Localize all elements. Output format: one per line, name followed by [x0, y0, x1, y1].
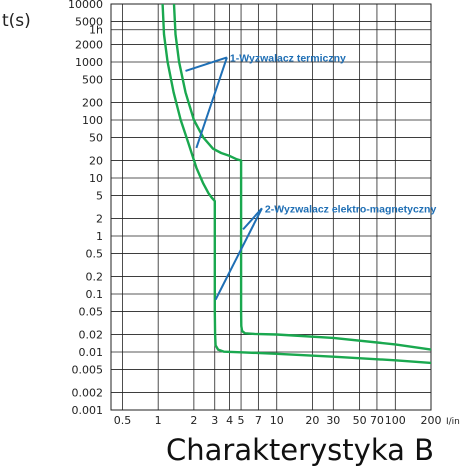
series-layer: [161, 3, 432, 365]
annotation-pointer: [195, 57, 228, 149]
annotation-label-2: 2-Wyzwalacz elektro-magnetyczny: [265, 203, 437, 215]
x-tick-label: 200: [421, 414, 442, 427]
y-tick-label: 200: [82, 97, 103, 110]
y-axis-ticks: 0.001 0.002 0.005 0.01 0.02 0.05 0.1 0.2 0.5 1 2 5 1…: [68, 0, 103, 417]
y-tick-label: 50: [89, 131, 103, 144]
y-tick-label: 0.05: [79, 305, 104, 318]
x-tick-label: 100: [385, 414, 406, 427]
y-tick-label: 5000: [75, 15, 103, 28]
x-tick-label: 3: [211, 414, 218, 427]
y-tick-label: 0.2: [86, 271, 104, 284]
y-tick-label: 0.01: [79, 346, 104, 359]
y-tick-label: 10: [89, 172, 103, 185]
x-tick-label: 50: [353, 414, 367, 427]
x-tick-label: 4: [226, 414, 233, 427]
y-tick-label: 1h: [89, 24, 103, 37]
x-tick-label: 7: [255, 414, 262, 427]
y-tick-label: 10000: [68, 0, 103, 11]
annotation-pointer: [185, 56, 228, 72]
x-tick-label: 2: [190, 414, 197, 427]
y-tick-label: 100: [82, 114, 103, 127]
annotation-pointer: [242, 207, 263, 231]
x-tick-label: 1: [155, 414, 162, 427]
y-tick-label: 1000: [75, 56, 103, 69]
y-tick-label: 0.1: [86, 288, 104, 301]
x-tick-label: 0.5: [114, 414, 132, 427]
x-axis-ticks: 0.5 1 2 3 4 5 7 10 20 30 50 70 100 200: [114, 414, 442, 427]
y-tick-label: 20: [89, 155, 103, 168]
chart-title: Charakterystyka B: [166, 433, 434, 467]
x-tick-label: 20: [305, 414, 319, 427]
series-line-2: [172, 3, 432, 351]
y-tick-label: 0.005: [72, 363, 104, 376]
y-tick-label: 2000: [75, 39, 103, 52]
x-tick-label: 30: [326, 414, 340, 427]
annotation-pointer: [214, 207, 263, 301]
grid: [110, 3, 432, 411]
x-tick-label: 10: [270, 414, 284, 427]
annotation-label-1: 1-Wyzwalacz termiczny: [230, 52, 346, 64]
y-tick-label: 5: [96, 189, 103, 202]
series-line-1: [161, 3, 432, 365]
y-tick-label: 0.002: [72, 387, 104, 400]
y-tick-label: 2: [96, 213, 103, 226]
y-axis-label: t(s): [2, 11, 31, 31]
x-axis-label: I/in: [446, 417, 460, 427]
y-tick-label: 0.02: [79, 329, 104, 342]
y-tick-label: 0.001: [72, 404, 104, 417]
annotation-layer: 1-Wyzwalacz termiczny 2-Wyzwalacz elektro…: [185, 52, 437, 301]
x-tick-label: 70: [370, 414, 384, 427]
plot-frame: [110, 3, 432, 411]
x-tick-label: 5: [238, 414, 245, 427]
y-tick-label: 0.5: [86, 247, 104, 260]
y-tick-label: 1: [96, 230, 103, 243]
y-tick-label: 500: [82, 73, 103, 86]
